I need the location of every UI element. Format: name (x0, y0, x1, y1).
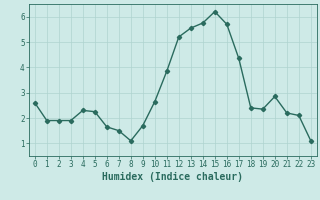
X-axis label: Humidex (Indice chaleur): Humidex (Indice chaleur) (102, 172, 243, 182)
